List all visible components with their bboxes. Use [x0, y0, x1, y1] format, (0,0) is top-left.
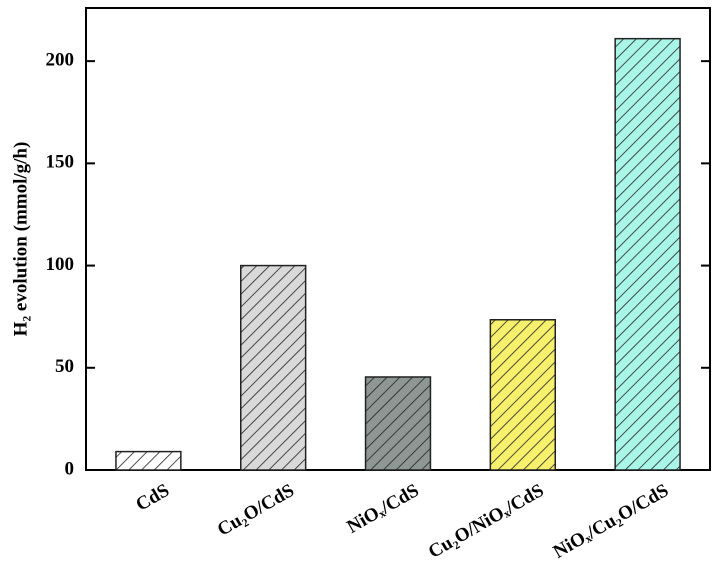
x-tick-label: CdS — [132, 480, 173, 516]
y-tick-label: 200 — [46, 50, 75, 71]
y-axis-label: H₂ evolution (mmol/g/h) — [10, 142, 31, 337]
x-tick-label: Cu₂O/NiOₓ/CdS — [425, 480, 548, 563]
bar — [614, 37, 681, 471]
y-tick-label: 100 — [46, 254, 75, 275]
y-tick-label: 0 — [65, 458, 75, 479]
bar — [115, 450, 182, 471]
y-tick-label: 150 — [46, 152, 75, 173]
x-tick-label: NiOₓ/CdS — [343, 480, 422, 538]
bar — [489, 318, 556, 471]
bar — [364, 376, 432, 471]
x-tick-label: Cu₂O/CdS — [214, 480, 298, 541]
bar — [240, 264, 307, 471]
y-tick-label: 50 — [55, 356, 74, 377]
x-tick-label: NiOₓ/Cu₂O/CdS — [550, 480, 673, 563]
